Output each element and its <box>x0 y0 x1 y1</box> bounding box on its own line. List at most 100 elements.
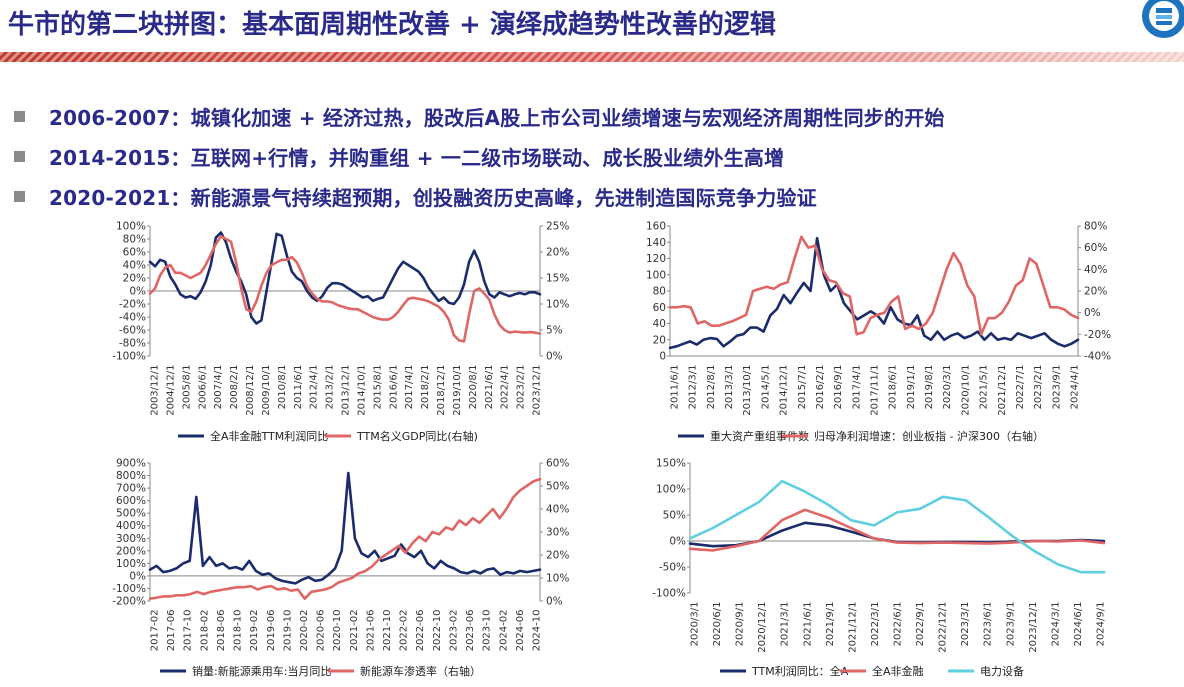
left-tick-label: 0 <box>659 351 666 363</box>
x-tick-label: 2024-10 <box>532 610 543 652</box>
x-tick-label: 2020-02 <box>299 610 310 652</box>
x-tick-label: 2023-10 <box>482 610 493 652</box>
x-tick-label: 2013/10/1 <box>742 365 753 416</box>
x-tick-label: 2022/12/1 <box>938 602 949 653</box>
x-tick-label: 2021-10 <box>382 610 393 652</box>
bullet-square-icon <box>14 150 25 162</box>
x-tick-label: 2024-02 <box>498 610 509 652</box>
x-tick-label: 2023-02 <box>448 610 459 652</box>
right-tick-label: 50% <box>546 481 569 493</box>
left-tick-label: 800% <box>116 470 146 482</box>
x-tick-label: 2022-02 <box>399 610 410 652</box>
x-tick-label: 2021/12/1 <box>997 365 1008 416</box>
x-tick-label: 2021/9/1 <box>825 602 836 647</box>
left-tick-label: 40 <box>653 318 666 330</box>
left-tick-label: 600% <box>116 495 146 507</box>
x-tick-label: 2018-10 <box>233 610 244 652</box>
x-tick-label: 2024-06 <box>515 610 526 652</box>
x-tick-label: 2020/9/1 <box>735 602 746 647</box>
bullet-text: 2014-2015：互联网+行情，并购重组 + 一二级市场联动、成长股业绩外生高… <box>49 145 785 170</box>
right-tick-label: -20% <box>1084 329 1111 341</box>
left-tick-label: 20% <box>123 273 146 285</box>
right-tick-label: 20% <box>546 550 569 562</box>
left-tick-label: -20% <box>119 299 146 311</box>
x-tick-label: 2020-10 <box>332 610 343 652</box>
x-tick-label: 2019/1/1 <box>906 365 917 410</box>
right-tick-label: 40% <box>1084 264 1107 276</box>
x-tick-label: 2013/2/1 <box>325 365 336 410</box>
legend-label: 全A非金融TTM利润同比 <box>210 429 328 443</box>
x-tick-label: 2019/8/1 <box>924 365 935 410</box>
left-tick-label: 0% <box>129 286 146 298</box>
series-line-2 <box>668 235 1080 336</box>
series-line-1 <box>148 231 542 325</box>
x-tick-label: 2023/6/1 <box>983 602 994 647</box>
bullet-square-icon <box>14 110 25 122</box>
x-tick-label: 2018-02 <box>199 610 210 652</box>
left-tick-label: 80% <box>123 234 146 246</box>
brand-logo <box>1142 0 1184 38</box>
left-tick-label: 60 <box>653 302 666 314</box>
chart-ttm-profit-sectors: 150% 100% 50% 0% -50% -100% 2020/3/1 2020/6/1 20… <box>652 458 1107 679</box>
x-tick-label: 2020/8/1 <box>468 365 479 410</box>
left-tick-label: -60% <box>119 325 146 337</box>
x-tick-label: 2012/8/1 <box>706 365 717 410</box>
x-tick-label: 2019-10 <box>282 610 293 652</box>
x-tick-label: 2013/3/1 <box>724 365 735 410</box>
x-tick-label: 2022/6/1 <box>893 602 904 647</box>
left-tick-label: 120 <box>646 253 666 265</box>
x-tick-label: 2021-06 <box>365 610 376 652</box>
legend-label: 归母净利润增速：创业板指 - 沪深300（右轴） <box>814 429 1044 443</box>
left-tick-label: -100% <box>652 588 686 600</box>
bullet-square-icon <box>14 190 25 202</box>
x-tick-label: 2017-06 <box>166 610 177 652</box>
x-tick-label: 2016/9/1 <box>833 365 844 410</box>
x-tick-label: 2024/6/1 <box>1073 602 1084 647</box>
x-tick-label: 2021/6/1 <box>484 365 495 410</box>
right-tick-label: 20% <box>1084 286 1107 298</box>
left-tick-label: 400% <box>116 520 146 532</box>
x-tick-label: 2020/3/1 <box>942 365 953 410</box>
x-tick-label: 2022/9/1 <box>915 602 926 647</box>
left-tick-label: 60% <box>123 247 146 259</box>
x-tick-label: 2021/6/1 <box>802 602 813 647</box>
series-line-1 <box>668 236 1080 350</box>
x-tick-label: 2009/10/1 <box>261 365 272 416</box>
x-tick-label: 2022/4/1 <box>500 365 511 410</box>
series-line-1 <box>148 471 542 585</box>
x-tick-label: 2007/4/1 <box>213 365 224 410</box>
bullet-list: 2006-2007：城镇化加速 + 经济过热，股改后A股上市公司业绩增速与宏观经… <box>14 96 945 216</box>
x-tick-label: 2021/3/1 <box>780 602 791 647</box>
right-tick-label: 60% <box>1084 242 1107 254</box>
page-title: 牛市的第二块拼图：基本面周期性改善 + 演绎成趋势性改善的逻辑 <box>8 10 776 40</box>
x-tick-label: 2023-06 <box>465 610 476 652</box>
x-tick-label: 2020/3/1 <box>690 602 701 647</box>
x-tick-label: 2012/3/1 <box>688 365 699 410</box>
left-tick-label: 900% <box>116 458 146 470</box>
left-tick-label: 160 <box>646 221 666 233</box>
x-tick-label: 2019-02 <box>249 610 260 652</box>
series-line-2 <box>148 235 542 343</box>
series-line-2 <box>688 508 1106 552</box>
bullet-text: 2020-2021：新能源景气持续超预期，创投融资历史高峰，先进制造国际竞争力验… <box>49 185 817 210</box>
series-line-2 <box>148 477 542 600</box>
x-tick-label: 2024/3/1 <box>1050 602 1061 647</box>
legend-label: 新能源车渗透率（右轴） <box>360 664 481 678</box>
left-tick-label: 0% <box>129 570 146 582</box>
x-tick-label: 2008/12/1 <box>245 365 256 416</box>
x-tick-label: 2023/2/1 <box>516 365 527 410</box>
x-tick-label: 2023/9/1 <box>1005 602 1016 647</box>
x-tick-label: 2020/12/1 <box>757 602 768 653</box>
x-tick-label: 2008/2/1 <box>229 365 240 410</box>
x-tick-label: 2011/6/1 <box>670 365 681 410</box>
x-tick-label: 2024/9/1 <box>1096 602 1107 647</box>
chart-profit-vs-gdp: 100%80%60%40%20%0%-20%-40%-60%-80%-100%2… <box>112 221 569 444</box>
chart-nev-sales-penetration: 900%800%700%600%500%400%300%200%100%0%-1… <box>112 458 569 679</box>
left-tick-label: 140 <box>646 237 666 249</box>
x-tick-label: 2019-06 <box>266 610 277 652</box>
left-tick-label: 100% <box>116 558 146 570</box>
x-tick-label: 2022/3/1 <box>870 602 881 647</box>
legend-label: 重大资产重组事件数 <box>710 429 809 443</box>
legend-label: 电力设备 <box>980 664 1024 678</box>
left-tick-label: 100% <box>116 221 146 233</box>
